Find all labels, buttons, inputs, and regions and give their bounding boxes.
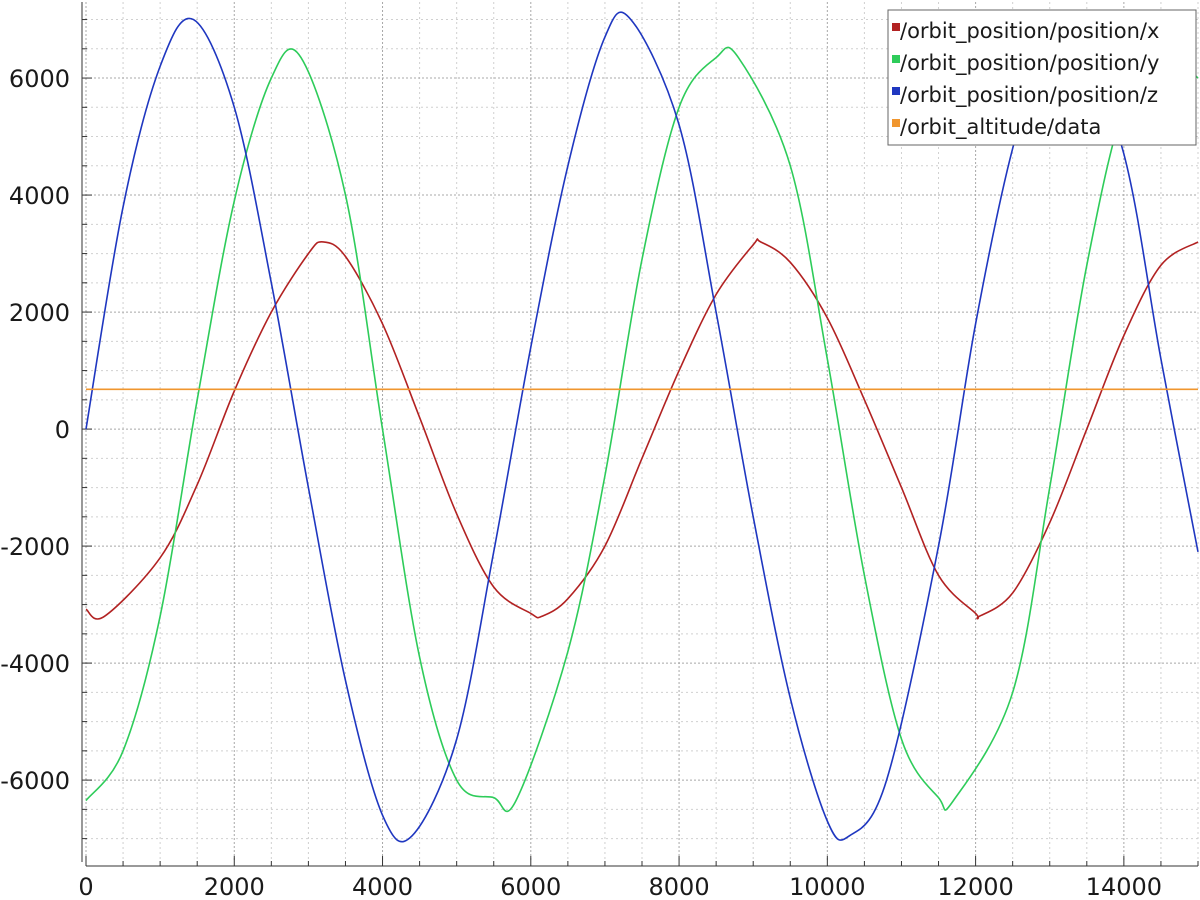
- y-tick-label: 2000: [9, 299, 70, 327]
- y-tick-label: -2000: [0, 533, 70, 561]
- x-tick-label: 2000: [204, 873, 265, 900]
- legend-label: /orbit_position/position/y: [900, 51, 1159, 76]
- series-line-z: [85, 10, 1199, 843]
- x-tick-label: 12000: [937, 873, 1013, 900]
- series-line-x: [85, 238, 1199, 620]
- y-tick-label: -6000: [0, 767, 70, 795]
- axis-ticks: [82, 19, 1199, 866]
- y-tick-label: 0: [55, 416, 70, 444]
- legend-swatch: [892, 55, 900, 63]
- legend-label: /orbit_position/position/z: [900, 83, 1158, 108]
- series-lines: [85, 10, 1199, 843]
- legend-label: /orbit_position/position/x: [900, 19, 1159, 44]
- legend[interactable]: /orbit_position/position/x/orbit_positio…: [887, 9, 1197, 146]
- x-tick-label: 6000: [500, 873, 561, 900]
- x-tick-label: 14000: [1086, 873, 1162, 900]
- legend-swatch: [892, 23, 900, 31]
- y-tick-label: 6000: [9, 65, 70, 93]
- x-tick-label: 8000: [649, 873, 710, 900]
- legend-swatch: [892, 119, 900, 127]
- legend-entries: /orbit_position/position/x/orbit_positio…: [892, 19, 1159, 140]
- legend-label: /orbit_altitude/data: [900, 115, 1101, 140]
- x-tick-label: 10000: [789, 873, 865, 900]
- x-tick-label: 0: [78, 873, 93, 900]
- minor-grid: [86, 2, 1199, 862]
- y-tick-label: -4000: [0, 650, 70, 678]
- x-tick-label: 4000: [352, 873, 413, 900]
- legend-swatch: [892, 87, 900, 95]
- legend-box: [887, 9, 1197, 146]
- axis-tick-labels: 0 2000 4000 6000 8000 10000 12000 14000 -6000 -40…: [0, 65, 1162, 900]
- y-tick-label: 4000: [9, 182, 70, 210]
- series-line-y: [85, 46, 1199, 813]
